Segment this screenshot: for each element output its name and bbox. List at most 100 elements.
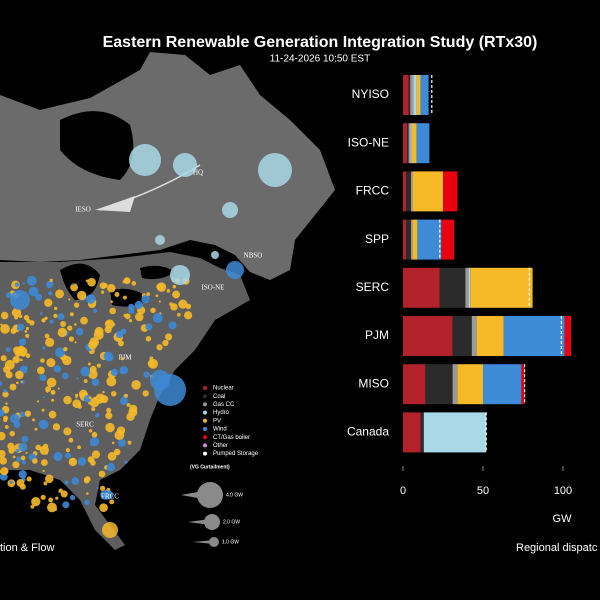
bar-chart: 0 50 100 NYISO ISO-NE FRCC SPP SERC PJM MISO Canad… [347, 75, 572, 497]
generator-dot [40, 358, 45, 363]
large-plant [211, 251, 219, 259]
generator-dot [112, 322, 116, 326]
generator-dot [86, 492, 89, 495]
bar-segment [503, 316, 565, 356]
bar-segment [403, 123, 407, 164]
bar-segment [521, 364, 525, 405]
generator-dot [32, 458, 38, 464]
generator-dot [44, 474, 54, 484]
bar-segment [564, 316, 571, 356]
bar-segment [403, 267, 440, 308]
generator-dot [94, 326, 104, 336]
generator-dot [25, 353, 31, 359]
generator-dot [44, 298, 53, 307]
legend-swatch [203, 435, 207, 440]
generator-dot [31, 496, 41, 507]
chart-subtitle: 11-24-2026 10:50 EST [270, 54, 370, 65]
generator-dot [0, 431, 6, 441]
generator-dot [19, 358, 23, 362]
generator-dot [119, 369, 124, 374]
legend-label: Pumped Storage [213, 451, 259, 457]
generator-dot [23, 314, 30, 321]
bar-segment [416, 123, 430, 164]
legend-swatch [203, 402, 207, 407]
generator-dot [170, 303, 178, 311]
large-plant [170, 265, 190, 285]
bar-segment [403, 364, 426, 405]
generator-dot [98, 470, 106, 478]
generator-dot [100, 395, 109, 404]
bar-segment [452, 364, 458, 405]
generator-dot [112, 369, 116, 373]
bar-segment [403, 316, 453, 356]
bar-segment [465, 267, 469, 308]
bar-segment [439, 267, 466, 308]
legend-swatch [203, 394, 207, 399]
generator-dot [42, 396, 45, 399]
generator-dot [39, 374, 47, 382]
generator-dot [70, 458, 75, 463]
region-label: NBSO [244, 252, 263, 260]
generator-dot [17, 345, 25, 353]
generator-dot [16, 456, 22, 462]
generator-dot [53, 313, 58, 319]
generator-dot [57, 313, 65, 321]
generator-dot [21, 460, 26, 465]
generator-dot [57, 327, 67, 338]
bar-segment [411, 171, 413, 212]
generator-dot [26, 275, 37, 286]
generator-dot [107, 451, 117, 461]
bar-segment [416, 75, 421, 115]
generator-dot [75, 327, 84, 336]
generator-dot [106, 376, 117, 387]
category-label: FRCC [356, 184, 390, 198]
generator-dot [5, 347, 11, 352]
generator-dot [0, 355, 7, 362]
generator-dot [77, 457, 87, 466]
generator-dot [41, 408, 45, 412]
generator-dot [64, 480, 69, 485]
generator-dot [142, 390, 149, 397]
curtailment-wedge [188, 518, 212, 526]
bar-segment [412, 171, 443, 212]
generator-dot [84, 499, 90, 506]
generator-dot [128, 319, 133, 323]
generator-dot [88, 396, 92, 400]
generator-dot [71, 477, 80, 485]
generator-dot [39, 312, 43, 315]
generator-dot [2, 391, 9, 398]
generator-dot [25, 333, 30, 338]
generator-dot [110, 300, 114, 303]
generator-dot [33, 290, 37, 294]
region-labels: IESO HQ NBSO ISO-NE PJM SERC FRCC [75, 169, 262, 501]
generator-dot [42, 346, 46, 350]
large-plant [155, 235, 165, 245]
generator-dot [126, 403, 131, 408]
generator-dot [128, 303, 135, 310]
generator-dot [15, 370, 24, 380]
bar-segment [403, 171, 407, 212]
bar-segment [420, 75, 429, 115]
generator-dot [117, 439, 126, 447]
generator-dot [65, 448, 70, 453]
generator-dot [155, 294, 159, 298]
generator-dot [18, 442, 28, 452]
generator-dot [40, 494, 46, 500]
bar-segment [403, 412, 421, 453]
region-label: PJM [119, 354, 133, 362]
legend-swatch [203, 427, 207, 431]
generator-dot [110, 390, 117, 397]
generator-dot [9, 430, 15, 437]
generator-dot [91, 378, 100, 387]
generator-dot [147, 360, 155, 367]
generator-dot [63, 395, 72, 405]
generator-dot [35, 444, 42, 451]
large-plant [222, 202, 238, 218]
generator-dot [150, 307, 156, 314]
bar-segment [408, 123, 411, 164]
generator-dot [74, 341, 77, 344]
generator-dot [91, 407, 96, 411]
generator-dot [48, 410, 57, 419]
great-lakes [60, 263, 175, 307]
